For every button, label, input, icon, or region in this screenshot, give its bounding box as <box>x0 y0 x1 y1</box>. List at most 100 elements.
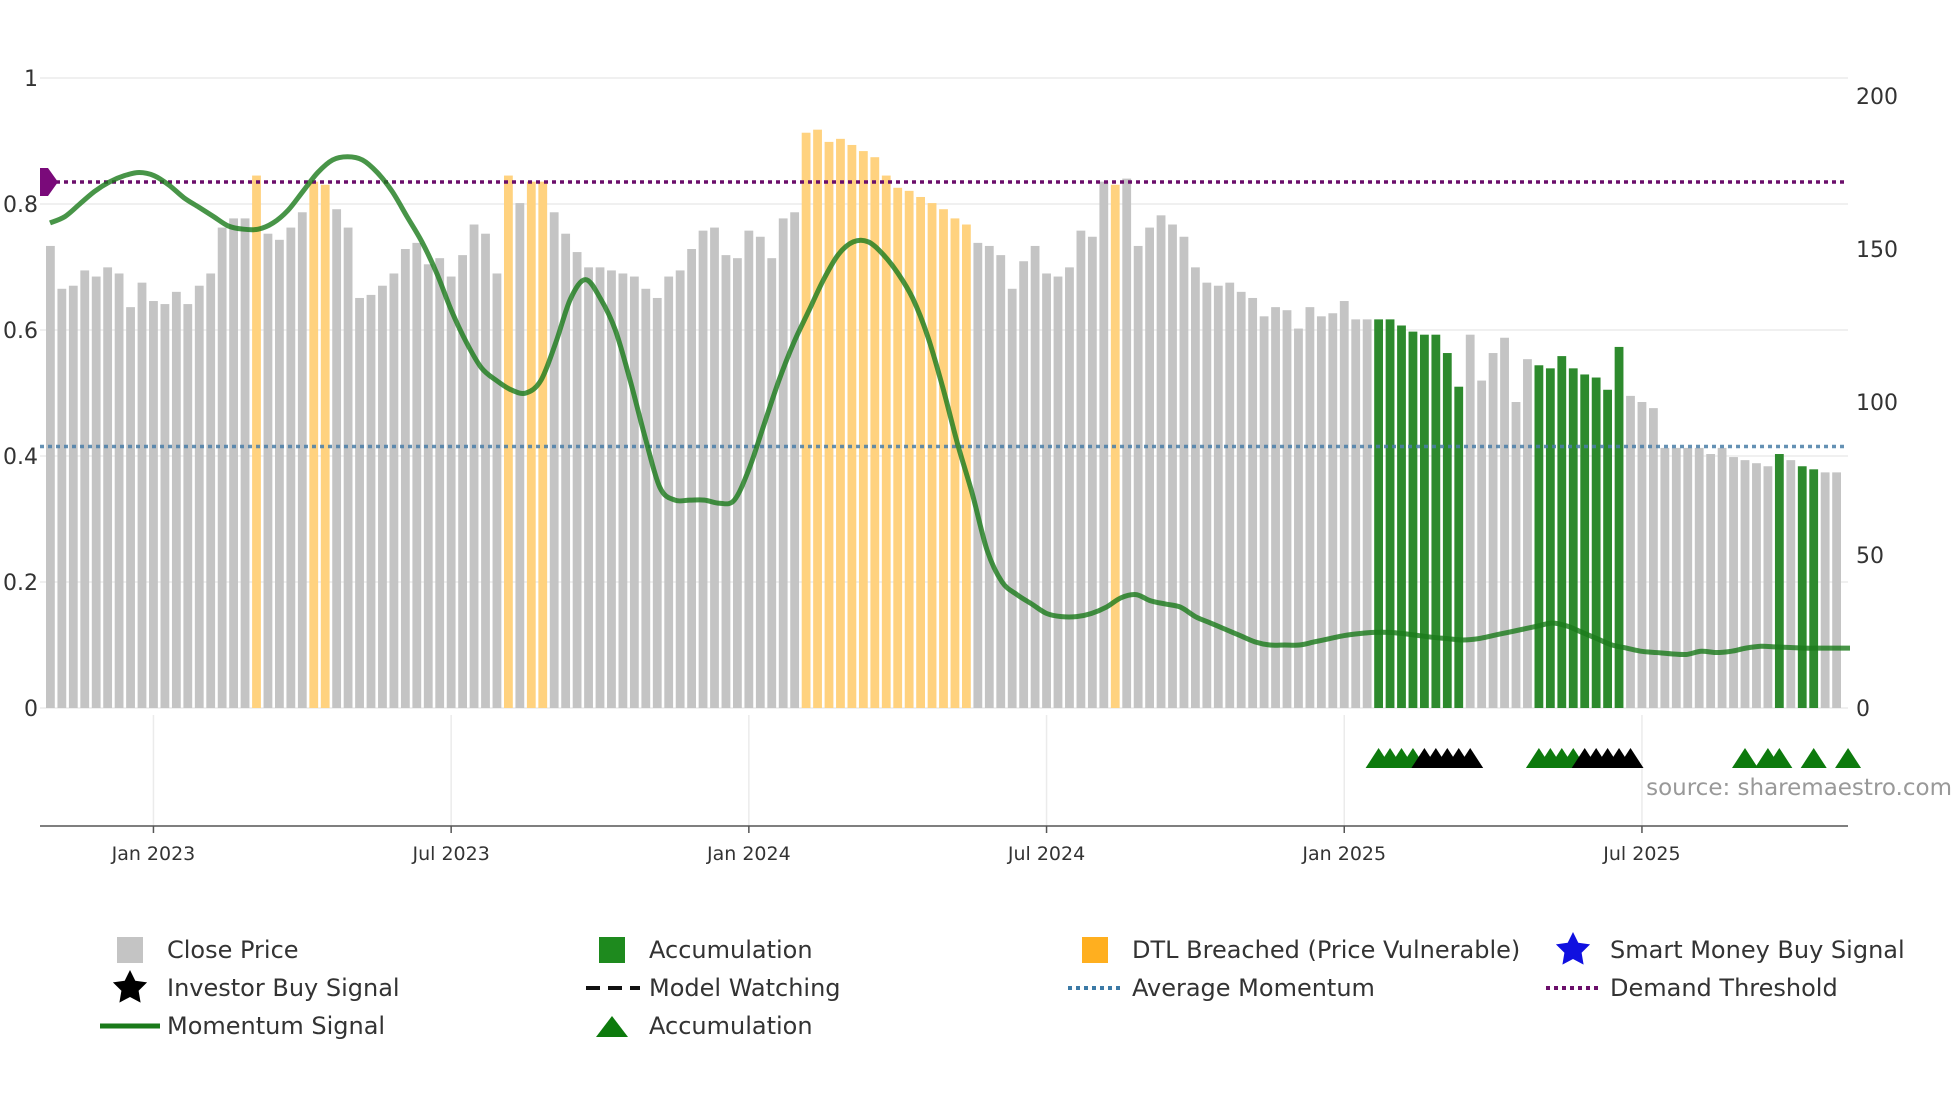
price-bar <box>320 184 330 709</box>
price-bar <box>171 291 181 708</box>
price-bar <box>767 258 777 708</box>
price-bar <box>355 297 364 708</box>
price-bar <box>1053 276 1063 708</box>
price-bar <box>629 276 639 708</box>
price-bar <box>916 196 925 709</box>
price-bar <box>206 273 216 708</box>
price-bar <box>595 267 605 708</box>
price-bar <box>1133 245 1143 708</box>
price-bar <box>137 282 147 708</box>
price-bar <box>1385 319 1395 708</box>
price-bar <box>813 129 822 708</box>
price-bar <box>1420 334 1429 708</box>
price-bar <box>1774 454 1784 708</box>
price-bar <box>1603 389 1612 708</box>
price-bar <box>1534 365 1544 708</box>
left-axis-tick: 0.4 <box>3 445 38 470</box>
right-axis-tick: 0 <box>1856 697 1870 722</box>
price-bar <box>561 233 571 708</box>
price-bar <box>1752 463 1761 708</box>
price-bar <box>366 294 376 708</box>
left-axis-tick: 0.6 <box>3 319 38 344</box>
price-bar <box>91 276 101 708</box>
right-axis-tick: 100 <box>1856 391 1898 416</box>
price-bar <box>1763 466 1773 708</box>
price-bar <box>1660 447 1670 708</box>
accumulation-marker <box>1732 748 1758 768</box>
price-bar <box>1065 267 1074 708</box>
accumulation-marker <box>1835 748 1862 768</box>
price-bar <box>1832 472 1841 708</box>
price-bar <box>114 273 124 708</box>
price-bar <box>1809 469 1819 708</box>
accumulation-marker <box>1800 748 1827 768</box>
price-bar <box>332 209 342 708</box>
price-bar <box>1706 454 1716 708</box>
price-bar <box>1683 447 1693 708</box>
x-axis-tick: Jan 2024 <box>706 843 791 865</box>
price-bar <box>1488 353 1498 708</box>
price-bar <box>824 141 834 708</box>
price-bar <box>664 276 674 708</box>
price-bar <box>1305 307 1315 708</box>
price-bar <box>984 245 994 708</box>
price-bar <box>160 304 170 708</box>
price-bar <box>1545 368 1555 708</box>
price-bar <box>904 190 914 709</box>
price-bar <box>733 258 742 708</box>
price-bar <box>1191 267 1200 708</box>
price-bar <box>492 273 502 708</box>
price-bar <box>790 212 800 708</box>
price-bar <box>458 255 467 708</box>
right-axis-tick: 200 <box>1856 85 1898 110</box>
x-axis-tick: Jan 2025 <box>1301 843 1386 865</box>
price-bar <box>423 264 433 708</box>
price-bar <box>240 218 250 708</box>
price-bar <box>618 273 628 708</box>
price-bar <box>549 212 559 708</box>
price-bar <box>1408 331 1418 708</box>
price-bar <box>1248 297 1258 708</box>
price-bar <box>504 175 513 708</box>
price-bar <box>1362 319 1372 708</box>
price-bar <box>1076 230 1086 708</box>
price-bar <box>870 157 880 708</box>
price-bar <box>1019 261 1029 708</box>
price-bar <box>217 227 227 708</box>
investor-buy-marker <box>1457 748 1484 768</box>
price-bar <box>1786 460 1796 708</box>
price-bar <box>710 227 719 708</box>
price-bar <box>1328 313 1338 708</box>
price-bar <box>446 276 456 708</box>
price-bar <box>755 236 765 708</box>
price-bar <box>1374 319 1383 708</box>
price-bar <box>1797 466 1807 708</box>
price-bar <box>1339 301 1349 708</box>
price-bar <box>1591 377 1601 708</box>
x-axis-tick: Jul 2023 <box>411 843 489 865</box>
price-bar <box>721 255 731 708</box>
price-bar <box>973 242 983 708</box>
price-bar <box>538 181 548 708</box>
price-bar <box>1225 282 1235 708</box>
price-bar <box>1145 227 1154 708</box>
price-bar <box>1820 472 1830 708</box>
accumulation-marker <box>1766 748 1793 768</box>
price-bar <box>1179 236 1189 708</box>
price-bar <box>297 212 307 708</box>
price-bar <box>847 144 857 708</box>
price-bar <box>1213 285 1223 708</box>
price-bar <box>1236 291 1246 708</box>
price-bar <box>927 203 937 708</box>
momentum-signal-line <box>49 154 1850 658</box>
price-bar <box>286 227 296 708</box>
price-bar <box>343 227 353 708</box>
price-bar <box>126 307 135 708</box>
price-bars <box>46 129 1841 709</box>
price-bar <box>103 267 113 708</box>
price-bar <box>263 233 273 708</box>
price-bar <box>939 209 948 708</box>
price-bar <box>1694 447 1704 708</box>
left-axis-tick: 0.2 <box>3 571 38 596</box>
